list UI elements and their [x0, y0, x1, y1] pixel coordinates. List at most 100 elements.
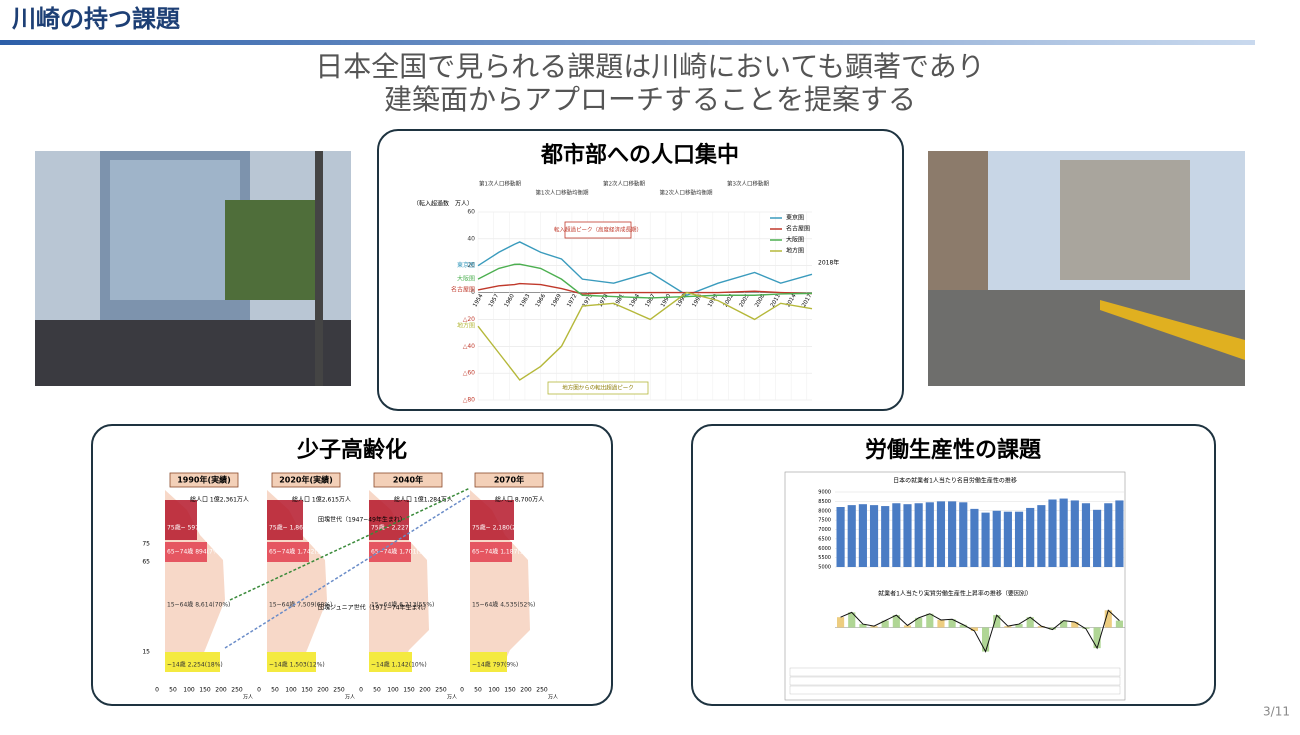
bar	[858, 504, 867, 567]
factor-bar	[982, 627, 990, 652]
x-tick-label: 250	[536, 687, 548, 694]
factor-bar	[993, 615, 1001, 628]
legend-table-row	[789, 667, 1121, 677]
y-tick-label: △20	[463, 316, 475, 323]
factor-bar	[1115, 620, 1123, 628]
factor-bar	[970, 627, 978, 631]
note: 転入超過ピーク（高度経済成長期）	[554, 226, 642, 234]
rate-line	[840, 609, 1120, 653]
y-tick-label: 40	[467, 235, 475, 242]
x-tick-label: 0	[359, 687, 363, 694]
bar	[1003, 511, 1012, 567]
y-tick-label: 7000	[818, 527, 831, 533]
bar	[992, 510, 1001, 567]
bar	[1081, 503, 1091, 567]
x-tick-label: 100	[387, 687, 399, 694]
bar	[847, 505, 856, 567]
factor-bar	[848, 612, 856, 628]
factor-bar	[1026, 617, 1034, 628]
group-label: ~14歳 1,142(10%)	[371, 661, 427, 669]
year-label: 2040年	[393, 475, 423, 485]
total-label: 総人口 1億1,284万人	[394, 496, 453, 504]
note-box	[564, 221, 632, 239]
x-tick-label: 250	[333, 687, 345, 694]
period-label: 第1次人口移動均衡期	[536, 189, 589, 197]
x-tick-label: 50	[271, 687, 279, 694]
factor-bar	[915, 617, 923, 628]
bar	[914, 503, 923, 567]
subtitle: 日本全国で見られる課題は川崎においても顕著であり	[315, 50, 984, 83]
unit-label: 万人	[548, 695, 558, 701]
bar	[1059, 498, 1068, 567]
period-label: 第1次人口移動期	[479, 180, 521, 188]
factor-bar	[948, 619, 956, 628]
year-box	[474, 472, 544, 488]
bar	[1104, 503, 1113, 567]
x-tick-label: 200	[419, 687, 431, 694]
legend-label: 地方圏	[786, 247, 804, 255]
series-line	[477, 263, 813, 299]
factor-bar	[1015, 624, 1023, 628]
chart-title: 日本の就業者1人当たり名目労働生産性の推移	[893, 477, 1017, 485]
page-number: 3/11	[1263, 705, 1290, 719]
y-tick-label: △80	[463, 397, 475, 404]
group-label: 75歳~ 1,860(15%)	[269, 524, 325, 532]
x-tick-label: 150	[504, 687, 516, 694]
series-label: 東京圏	[457, 261, 475, 269]
factor-bar	[903, 625, 912, 628]
y-tick-label: 0	[471, 289, 475, 296]
factor-bar	[937, 619, 945, 628]
unit-label: 万人	[447, 695, 457, 701]
y-tick-label: 6000	[818, 546, 831, 552]
bar	[892, 503, 901, 567]
x-tick-label: 0	[460, 687, 464, 694]
factor-bar	[881, 620, 889, 628]
legend-label: 大阪圏	[786, 236, 804, 244]
pyramid-young	[369, 652, 412, 672]
x-tick-label: 200	[317, 687, 329, 694]
group-label: 65~74歳 1,187(14%)	[472, 548, 535, 556]
photo-left	[35, 151, 351, 386]
x-tick-label: 150	[403, 687, 415, 694]
trend	[224, 494, 471, 649]
x-tick-label: 50	[169, 687, 177, 694]
y-tick-label: △40	[463, 343, 475, 350]
y-tick-label: 7500	[818, 518, 831, 524]
group-label: 15~64歳 4,535(52%)	[472, 601, 535, 609]
bar	[948, 501, 957, 567]
bar	[925, 502, 934, 567]
factor-bar	[837, 617, 845, 628]
x-tick-label: 100	[488, 687, 500, 694]
y-tick-label: 9000	[818, 490, 831, 496]
y-tick-label: 60	[467, 209, 475, 216]
series-line	[477, 291, 813, 381]
y-tick-label: △60	[463, 370, 475, 377]
trend	[229, 487, 471, 601]
axis-label: （転入超過数 万人）	[413, 200, 473, 208]
pyramid-old	[470, 500, 514, 540]
factor-bar	[1004, 626, 1012, 628]
year-box	[373, 472, 443, 488]
pyramid-old	[267, 500, 303, 540]
factor-bar	[870, 626, 878, 628]
header-title: 川崎の持つ課題	[12, 5, 181, 33]
x-tick-label: 0	[257, 687, 261, 694]
bar	[1115, 500, 1124, 567]
year-box	[271, 472, 341, 488]
bar	[936, 501, 946, 567]
bar	[1037, 505, 1046, 567]
factor-bar	[1082, 627, 1090, 629]
series-label: 大阪圏	[457, 275, 475, 283]
factor-bar	[1048, 627, 1057, 630]
note-box	[547, 381, 649, 395]
x-tick-label: 150	[199, 687, 211, 694]
series-line	[477, 282, 813, 295]
group-label: 15~64歳 7,509(60%)	[269, 601, 332, 609]
group-label: 15~64歳 8,614(70%)	[167, 601, 230, 609]
bar	[1070, 500, 1079, 567]
year-box	[169, 472, 239, 488]
group-label: ~14歳 1,503(12%)	[269, 661, 325, 669]
bar	[970, 508, 979, 567]
pyramid-young	[165, 652, 220, 672]
